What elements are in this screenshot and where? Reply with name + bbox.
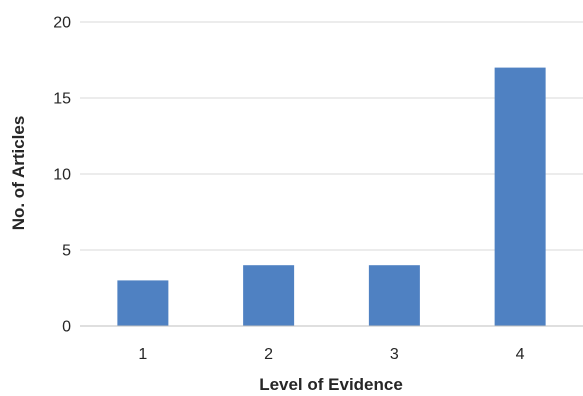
bar-2	[243, 265, 295, 326]
y-tick-label: 10	[53, 167, 71, 184]
bars	[117, 67, 546, 326]
x-axis-title: Level of Evidence	[259, 375, 403, 394]
bar-4	[494, 67, 546, 326]
x-tick-label: 4	[516, 346, 525, 363]
y-tick-label: 20	[53, 15, 71, 32]
y-tick-label: 0	[62, 319, 71, 336]
x-tick-labels: 1 2 3 4	[138, 346, 524, 363]
y-tick-label: 5	[62, 243, 71, 260]
y-axis-title: No. of Articles	[9, 116, 28, 231]
bar-1	[117, 280, 169, 326]
x-tick-label: 2	[264, 346, 273, 363]
x-tick-label: 3	[390, 346, 399, 363]
y-tick-label: 15	[53, 91, 71, 108]
x-tick-label: 1	[138, 346, 147, 363]
y-tick-labels: 0 5 10 15 20	[53, 15, 71, 336]
bar-3	[368, 265, 420, 326]
